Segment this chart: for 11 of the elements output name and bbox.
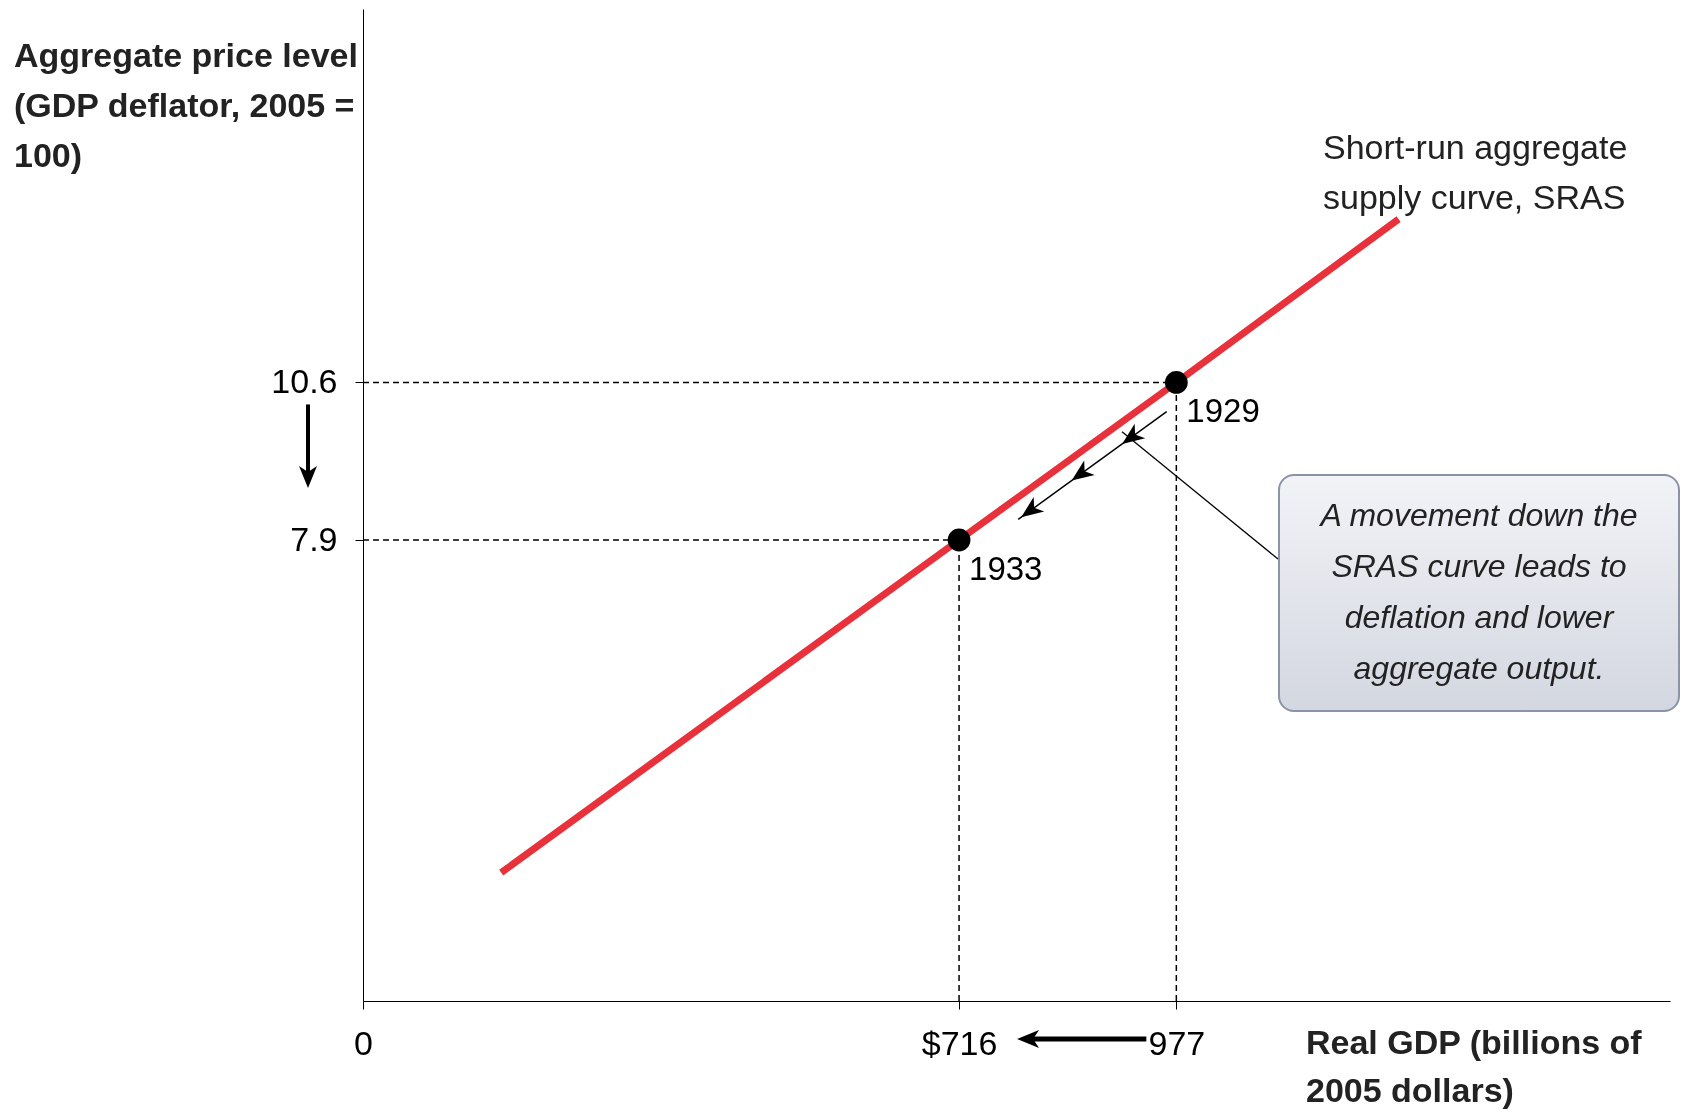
y-tick-label: 10.6 xyxy=(271,361,338,400)
y-axis-title: Aggregate price level (GDP deflator, 2005 = 100) xyxy=(14,35,359,176)
x-tick-label: 0 xyxy=(354,1023,373,1062)
x-axis-title: Real GDP (billions of 2005 dollars) xyxy=(1306,1022,1643,1111)
x-tick-label: 977 xyxy=(1148,1023,1206,1062)
x-tick-label: $716 xyxy=(921,1023,998,1062)
annotation: 1933 xyxy=(969,550,1043,588)
annotation: A movement down the SRAS curve leads to deflation and lower aggregate output. xyxy=(1278,474,1680,712)
y-tick-label: 7.9 xyxy=(290,519,338,558)
annotation: 1929 xyxy=(1186,392,1260,430)
series-label: Short-run aggregate supply curve, SRAS xyxy=(1323,127,1629,218)
